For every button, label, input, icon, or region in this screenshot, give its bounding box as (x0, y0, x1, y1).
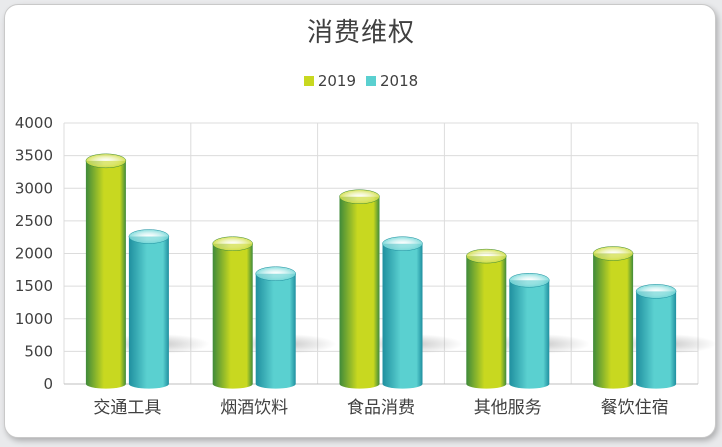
bar-cap-0-4 (592, 246, 634, 261)
bar-body-1-3 (509, 280, 550, 389)
bar-body-1-1 (255, 273, 296, 389)
bar-cap-0-2 (339, 189, 380, 204)
bar-cap-0-0 (85, 153, 127, 169)
bar-body-1-0 (128, 236, 169, 389)
bar-body-0-4 (593, 253, 634, 389)
legend-swatch-series-2 (366, 76, 376, 86)
bar-0-2 (339, 189, 380, 389)
y-tick-label-2: 1000 (15, 310, 53, 328)
y-tick-label-8: 4000 (15, 114, 53, 132)
legend-label-series-2: 2018 (380, 72, 419, 90)
chart-title: 消费维权 (306, 18, 415, 48)
bar-body-0-1 (212, 243, 253, 389)
x-tick-label-0: 交通工具 (93, 398, 161, 418)
bar-body-1-4 (636, 291, 677, 389)
y-tick-label-6: 3000 (15, 179, 53, 197)
legend-item-series-1: 2019 (303, 72, 356, 90)
bar-body-0-0 (85, 160, 126, 389)
bar-cap-1-0 (128, 229, 170, 244)
x-tick-label-1: 烟酒饮料 (220, 398, 288, 418)
bar-1-2 (382, 236, 423, 389)
bar-cap-1-2 (382, 236, 423, 251)
y-tick-label-7: 3500 (15, 147, 53, 165)
bar-0-1 (212, 236, 253, 389)
legend-label-series-1: 2019 (317, 72, 356, 90)
bar-body-0-2 (339, 196, 380, 389)
x-tick-label-2: 食品消费 (347, 398, 415, 418)
bar-body-1-2 (382, 243, 423, 389)
bar-cap-1-4 (635, 284, 677, 299)
y-tick-label-5: 2500 (15, 212, 53, 230)
bar-cap-0-1 (212, 236, 253, 251)
x-tick-label-3: 其他服务 (474, 398, 542, 418)
chart-legend: 2019 2018 (0, 72, 722, 90)
bar-1-1 (255, 266, 296, 389)
bar-1-0 (128, 229, 170, 389)
bar-0-0 (85, 153, 127, 389)
legend-item-series-2: 2018 (366, 72, 418, 90)
x-tick-label-4: 餐饮住宿 (601, 398, 669, 418)
bar-0-3 (466, 248, 507, 389)
y-tick-label-4: 2000 (15, 245, 53, 263)
bar-cap-1-3 (509, 273, 550, 288)
y-tick-label-0: 0 (43, 375, 53, 393)
bar-cap-1-1 (255, 266, 296, 281)
legend-swatch-series-1 (303, 76, 314, 86)
bar-1-4 (635, 284, 677, 389)
bar-1-3 (509, 273, 550, 389)
bar-body-0-3 (466, 256, 507, 389)
bar-cap-0-3 (466, 248, 507, 264)
bar-0-4 (592, 246, 634, 389)
y-tick-label-1: 500 (24, 342, 53, 360)
y-tick-label-3: 1500 (15, 277, 53, 295)
